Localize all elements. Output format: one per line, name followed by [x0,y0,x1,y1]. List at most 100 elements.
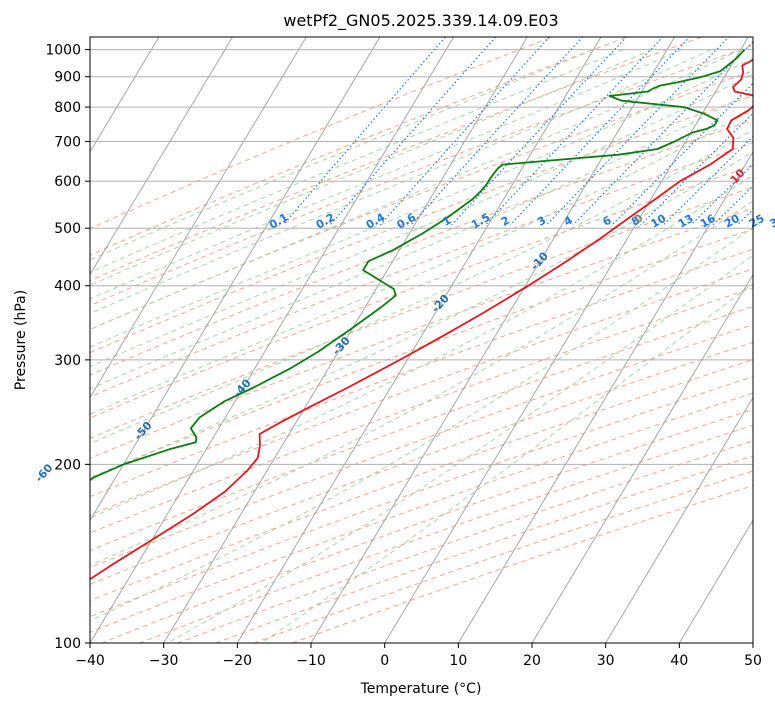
moist-adiabat-line [90,227,753,622]
mixing-ratio-line [410,37,584,226]
moist-adiabat-line [90,49,624,273]
mixing-ratio-label: 1 [440,214,453,229]
dry-adiabat-line [90,119,753,376]
isotherm-line [90,37,381,522]
x-tick-label: 10 [449,653,467,669]
dry-adiabat-line [90,248,753,498]
y-tick-label: 300 [54,353,81,369]
isotherm-line [678,519,753,643]
dry-adiabat-line [90,287,753,534]
x-tick-label: 30 [597,653,615,669]
mixing-ratio-label: 6 [601,213,614,228]
y-tick-label: 800 [54,100,81,116]
dry-adiabat-line [90,305,753,552]
mixing-ratio-line [485,37,664,226]
x-tick-label: 40 [670,653,688,669]
moist-adiabat-line [90,90,753,390]
dry-adiabat-line [100,408,753,643]
moist-adiabat-line [90,129,753,445]
isotherm-line [752,642,753,643]
x-tick-label: 50 [744,653,762,669]
moist-adiabat-line [90,73,753,368]
dry-adiabat-line [90,37,704,282]
dry-adiabat-line [90,37,629,256]
dry-adiabat-line [90,70,753,331]
isotherm-line [90,37,160,153]
plot-area [0,25,775,643]
x-tick-label: −20 [223,653,253,669]
dry-adiabat-line [90,341,753,585]
mixing-ratio-line [329,37,497,226]
y-tick-label: 200 [54,457,81,473]
y-tick-label: 900 [54,70,81,86]
y-axis-label: Pressure (hPa) [13,290,29,390]
dry-adiabat-line [90,228,753,479]
mixing-ratio-line [762,25,775,225]
dry-adiabat-line [90,359,753,602]
mixing-ratio-label: 30 [767,212,775,231]
moist-adiabat-line [90,49,594,261]
dewpoint-profile-line [90,49,746,482]
moist-adiabat-line [90,109,753,415]
chart-title: wetPf2_GN05.2025.339.14.09.E03 [283,11,558,31]
mixing-ratio-line [690,163,753,226]
isotherm-line [605,396,753,643]
y-tick-label: 600 [54,174,81,190]
mixing-ratio-line [663,135,753,226]
y-tick-label: 500 [54,221,81,237]
moist-adiabat-line [90,200,753,566]
x-tick-label: −10 [296,653,326,669]
dry-adiabat-line [90,44,753,307]
isotherm-label: -60 [33,461,56,485]
dry-adiabat-line [90,186,753,440]
dry-adiabat-line [90,392,753,633]
dry-adiabat-line [90,207,753,459]
y-tick-label: 700 [54,134,81,150]
isotherm-line [90,37,307,399]
mixing-ratio-line [572,40,753,226]
mixing-ratio-label: 2 [499,214,512,229]
isotherm-line [531,273,753,643]
mixing-ratio-line [282,37,447,226]
isotherm-line [457,151,753,643]
mixing-ratio-line [546,37,730,226]
isotherm-label: -10 [528,249,551,273]
isotherm-line [163,37,528,643]
isotherm-label: 10 [728,166,748,186]
x-tick-label: −40 [75,653,105,669]
dry-adiabat-line [138,424,753,643]
isotherm-label: -50 [132,419,155,443]
moist-adiabat-line [90,57,753,348]
moist-adiabat-line [90,49,741,331]
isotherm-line [310,37,675,643]
mixing-ratio-label: 4 [562,213,575,228]
isotherm-line [90,37,233,276]
dry-adiabat-line [90,95,753,354]
dry-adiabat-line [176,440,753,643]
x-axis-label: Temperature (°C) [360,681,482,697]
isotherm-line [384,37,749,643]
dry-adiabat-line [90,142,753,398]
moist-adiabat-line [90,49,683,300]
y-tick-label: 100 [54,636,81,652]
isotherm-line [236,37,602,643]
isotherm-line [0,37,12,643]
dry-adiabat-line [90,268,753,516]
x-tick-label: 0 [380,653,389,669]
x-tick-label: −30 [149,653,179,669]
moist-adiabat-line [90,49,712,315]
y-tick-label: 400 [54,279,81,295]
moist-adiabat-line [90,175,753,519]
mixing-ratio-line [379,37,551,226]
moist-adiabat-line [261,282,753,643]
y-tick-label: 1000 [45,43,81,59]
isotherm-line [90,37,454,643]
mixing-ratio-line [451,37,628,226]
dry-adiabat-line [90,164,753,419]
dry-adiabat-line [90,324,753,569]
line-labels: 0.10.20.40.611.52346810131620253036-100-… [33,166,775,485]
x-tick-label: 20 [523,653,541,669]
plot-frame [89,36,754,644]
axis-ticks: −40 −30 −20 −10 0 10 20 30 40 50 100 200 300 400 500 60… [45,43,762,669]
